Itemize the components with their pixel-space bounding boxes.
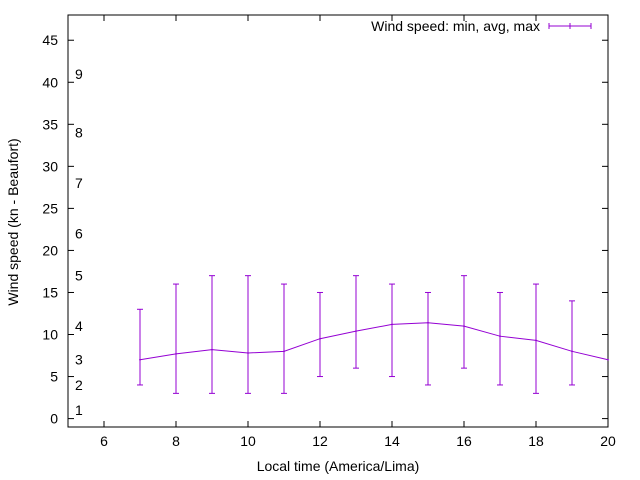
x-tick-label: 14	[384, 433, 400, 449]
average-point	[139, 358, 141, 361]
legend: Wind speed: min, avg, max	[371, 18, 592, 34]
average-point	[607, 358, 609, 361]
y-tick-label: 0	[50, 411, 58, 427]
y-tick-label: 25	[42, 200, 58, 216]
y-tick-label: 20	[42, 242, 58, 258]
beaufort-label: 4	[75, 318, 83, 334]
plot-frame	[67, 14, 609, 428]
y-tick-label: 15	[42, 284, 58, 300]
x-tick-label: 8	[172, 433, 180, 449]
y-tick-label: 45	[42, 32, 58, 48]
x-tick-label: 6	[100, 433, 108, 449]
axes	[67, 14, 609, 428]
beaufort-scale-labels: 1 2 3 4 5 6 7 8 9	[75, 66, 83, 418]
average-line	[139, 322, 609, 361]
legend-sample	[548, 23, 592, 29]
beaufort-label: 8	[75, 125, 83, 141]
beaufort-label: 7	[75, 175, 83, 191]
x-tick-label: 20	[600, 433, 616, 449]
average-point	[499, 335, 501, 338]
average-point	[535, 339, 537, 342]
average-point	[175, 352, 177, 355]
y-tick-label: 30	[42, 158, 58, 174]
y-tick-label: 35	[42, 116, 58, 132]
x-axis-label: Local time (America/Lima)	[257, 458, 420, 474]
y-axis-label: Wind speed (kn - Beaufort)	[5, 138, 21, 305]
average-point	[355, 330, 357, 333]
average-point	[463, 325, 465, 328]
x-tick-label: 10	[240, 433, 256, 449]
average-point	[571, 350, 573, 353]
beaufort-label: 9	[75, 66, 83, 82]
y-tick-label: 10	[42, 327, 58, 343]
y-tick-label: 5	[50, 369, 58, 385]
beaufort-label: 2	[75, 377, 83, 393]
beaufort-label: 3	[75, 352, 83, 368]
y-tick-label: 40	[42, 74, 58, 90]
x-tick-label: 16	[456, 433, 472, 449]
beaufort-label: 6	[75, 226, 83, 242]
beaufort-label: 1	[75, 402, 83, 418]
average-point	[247, 352, 249, 354]
average-point	[427, 321, 429, 324]
series-wind-speed	[137, 275, 609, 394]
x-tick-label: 12	[312, 433, 328, 449]
average-point	[211, 348, 213, 351]
average-point	[283, 350, 285, 353]
x-tick-label: 18	[528, 433, 544, 449]
legend-label: Wind speed: min, avg, max	[371, 18, 540, 34]
beaufort-label: 5	[75, 268, 83, 284]
average-point	[319, 337, 321, 340]
average-point	[391, 323, 393, 326]
